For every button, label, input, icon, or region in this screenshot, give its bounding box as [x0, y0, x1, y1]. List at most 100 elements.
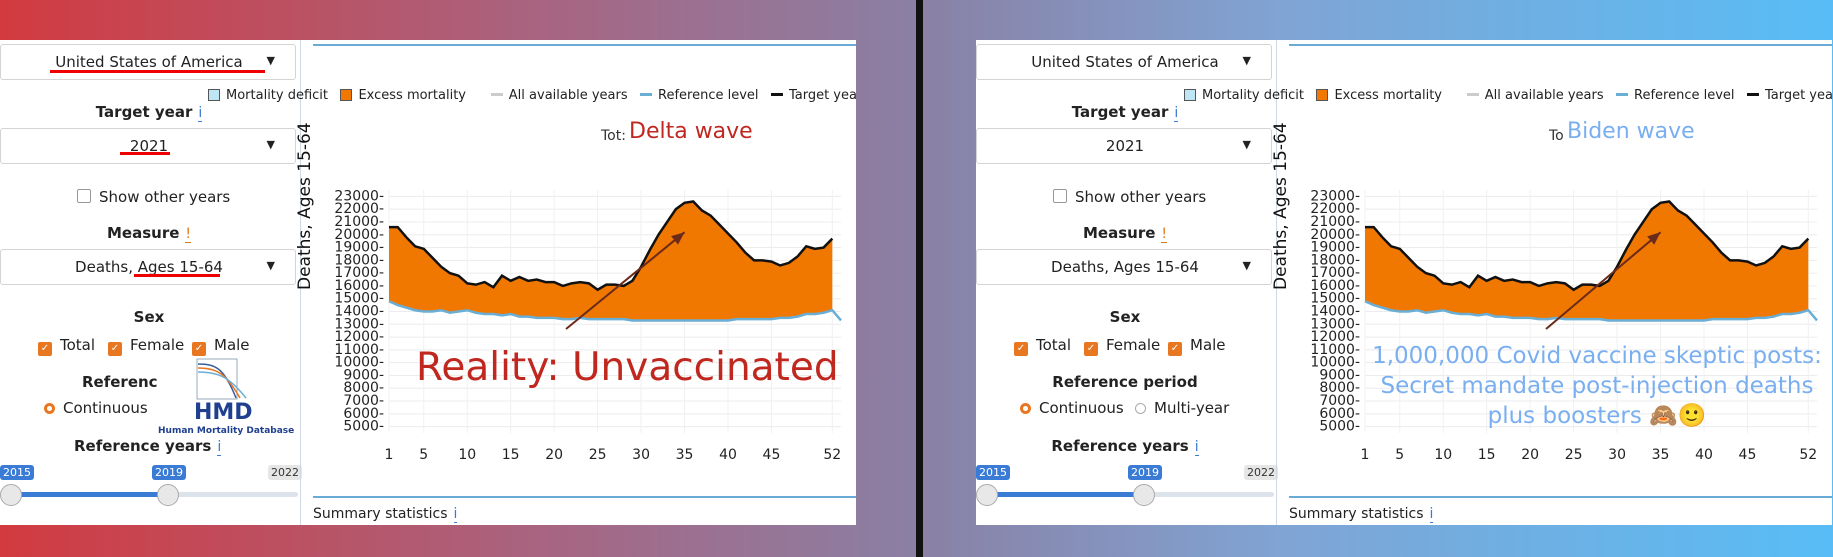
sex-female-checkbox[interactable]: ✓ Female [108, 336, 184, 356]
target-year-line [1365, 200, 1810, 292]
checkbox-checked-icon[interactable]: ✓ [38, 342, 52, 356]
center-divider [916, 0, 923, 557]
x-tick-label: 5 [1395, 447, 1404, 463]
sex-total-checkbox[interactable]: ✓ Total [38, 336, 95, 356]
target-year-select[interactable]: 2021 ▼ [0, 128, 296, 164]
legend-all-years[interactable]: All available years [490, 88, 628, 103]
legend-reference[interactable]: Reference level [1616, 88, 1735, 103]
warning-icon[interactable]: ! [185, 226, 192, 243]
y-tick-label: 17000- [334, 265, 384, 281]
measure-select[interactable]: Deaths, Ages 15-64 ▼ [0, 249, 296, 285]
reference-multiyear-radio[interactable]: Multi-year [1135, 399, 1229, 417]
y-tick-label: 18000- [1310, 252, 1360, 268]
info-icon[interactable]: i [217, 439, 222, 456]
show-other-years-checkbox[interactable]: Show other years [77, 188, 230, 206]
right-screenshot-panel: United States of America ▼ Target year i … [976, 40, 1832, 525]
reference-swatch [640, 93, 653, 96]
slider-handle-end[interactable] [157, 484, 179, 506]
y-tick-label: 10000- [334, 355, 384, 371]
hmd-caption: Human Mortality Database [158, 426, 295, 436]
x-tick-label: 45 [1739, 447, 1757, 463]
y-tick-label: 13000- [1310, 316, 1360, 332]
y-tick-label: 21000- [1310, 214, 1360, 230]
slider-max-tag: 2022 [268, 465, 302, 480]
country-value: United States of America [1031, 53, 1219, 71]
legend-deficit[interactable]: Mortality deficit [208, 88, 328, 103]
country-select[interactable]: United States of America ▼ [976, 44, 1272, 80]
y-tick-label: 8000- [343, 380, 384, 396]
info-icon[interactable]: i [1429, 506, 1434, 523]
reference-continuous-radio[interactable]: Continuous [1020, 399, 1124, 417]
sex-female-checkbox[interactable]: ✓ Female [1084, 336, 1160, 356]
info-icon[interactable]: i [198, 105, 203, 122]
top-border-line [313, 44, 856, 46]
slider-min-tag: 2015 [0, 465, 34, 480]
target-year-value: 2021 [1105, 137, 1145, 155]
x-tick-label: 40 [719, 447, 737, 463]
legend-reference[interactable]: Reference level [640, 88, 759, 103]
checkbox-icon[interactable] [1053, 189, 1067, 203]
summary-statistics-header[interactable]: Summary statistics i [313, 506, 458, 523]
country-value: United States of America [55, 53, 243, 71]
reference-years-slider-fill [8, 492, 168, 497]
legend-target[interactable]: Target year [770, 88, 856, 103]
summary-statistics-header[interactable]: Summary statistics i [1289, 506, 1434, 523]
checkbox-icon[interactable] [77, 189, 91, 203]
chart-legend: Mortality deficit Excess mortality All a… [208, 88, 856, 103]
slider-handle-start[interactable] [976, 484, 998, 506]
reference-continuous-radio[interactable]: Continuous [44, 399, 148, 417]
chart-area: Mortality deficit Excess mortality All a… [1184, 40, 1832, 525]
excess-swatch [1316, 89, 1329, 101]
target-swatch [770, 93, 783, 96]
measure-value: Deaths, Ages 15-64 [75, 258, 223, 276]
y-tick-label: 13000- [334, 316, 384, 332]
legend-all-years[interactable]: All available years [1466, 88, 1604, 103]
excess-mortality-area [1365, 201, 1809, 321]
sex-male-checkbox[interactable]: ✓ Male [1168, 336, 1226, 356]
info-icon[interactable]: i [453, 506, 458, 523]
x-tick-label: 25 [1565, 447, 1583, 463]
checkbox-checked-icon[interactable]: ✓ [1168, 342, 1182, 356]
checkbox-checked-icon[interactable]: ✓ [108, 342, 122, 356]
legend-excess[interactable]: Excess mortality [340, 88, 466, 103]
slider-value-tag: 2019 [152, 465, 186, 480]
chevron-down-icon: ▼ [266, 54, 275, 67]
legend-excess[interactable]: Excess mortality [1316, 88, 1442, 103]
slider-handle-start[interactable] [0, 484, 22, 506]
y-tick-label: 15000- [1310, 291, 1360, 307]
sex-total-checkbox[interactable]: ✓ Total [1014, 336, 1071, 356]
legend-deficit[interactable]: Mortality deficit [1184, 88, 1304, 103]
checkbox-checked-icon[interactable]: ✓ [1014, 342, 1028, 356]
y-tick-label: 20000- [334, 227, 384, 243]
y-tick-label: 5000- [1319, 419, 1360, 435]
sex-label: Sex [1109, 308, 1141, 326]
chart-legend: Mortality deficit Excess mortality All a… [1184, 88, 1832, 103]
radio-selected-icon[interactable] [44, 403, 55, 414]
chevron-down-icon: ▼ [266, 259, 275, 272]
radio-selected-icon[interactable] [1020, 403, 1031, 414]
annotation-arrowhead [671, 232, 685, 245]
target-year-select[interactable]: 2021 ▼ [976, 128, 1272, 164]
measure-label: Measure! [1082, 224, 1168, 243]
annotation-arrowhead [1647, 232, 1661, 245]
slider-handle-end[interactable] [1133, 484, 1155, 506]
show-other-years-checkbox[interactable]: Show other years [1053, 188, 1206, 206]
legend-target[interactable]: Target year [1746, 88, 1832, 103]
checkbox-checked-icon[interactable]: ✓ [192, 342, 206, 356]
hmd-logo-text: HMD [194, 400, 253, 425]
warning-icon[interactable]: ! [1161, 226, 1168, 243]
deficit-swatch [208, 89, 220, 101]
measure-value: Deaths, Ages 15-64 [1051, 258, 1199, 276]
country-select[interactable]: United States of America ▼ [0, 44, 296, 80]
sex-male-checkbox[interactable]: ✓ Male [192, 336, 250, 356]
reference-level-line [1364, 300, 1818, 322]
radio-icon[interactable] [1135, 403, 1146, 414]
info-icon[interactable]: i [1194, 439, 1199, 456]
measure-select[interactable]: Deaths, Ages 15-64 ▼ [976, 249, 1272, 285]
checkbox-checked-icon[interactable]: ✓ [1084, 342, 1098, 356]
chart-title-partial: Tot: [601, 128, 626, 144]
y-tick-label: 9000- [343, 367, 384, 383]
x-tick-label: 25 [589, 447, 607, 463]
info-icon[interactable]: i [1174, 105, 1179, 122]
x-tick-label: 45 [763, 447, 781, 463]
